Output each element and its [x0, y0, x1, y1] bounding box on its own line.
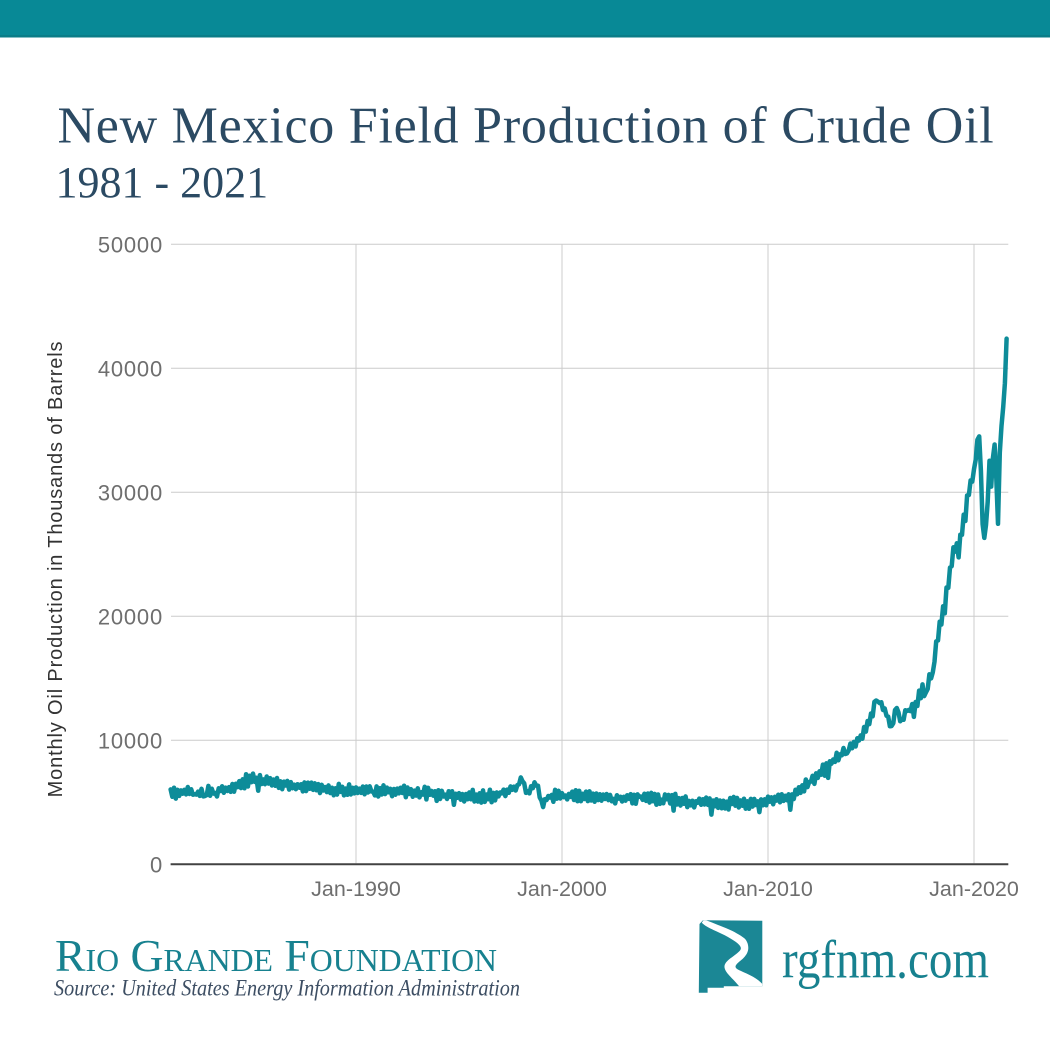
svg-text:0: 0	[150, 852, 163, 877]
svg-text:Rio Grande Foundation: Rio Grande Foundation	[55, 930, 497, 981]
svg-text:50000: 50000	[98, 232, 163, 257]
svg-text:Jan-2020: Jan-2020	[929, 877, 1019, 901]
svg-text:Source: United States Energy I: Source: United States Energy Information…	[54, 975, 520, 1000]
svg-text:Jan-2010: Jan-2010	[723, 877, 813, 901]
svg-text:Jan-1990: Jan-1990	[311, 877, 401, 901]
svg-text:40000: 40000	[98, 356, 163, 381]
svg-text:Jan-2000: Jan-2000	[517, 877, 607, 901]
svg-text:10000: 10000	[98, 728, 163, 753]
svg-text:20000: 20000	[98, 604, 163, 629]
svg-text:rgfnm.com: rgfnm.com	[782, 930, 989, 990]
svg-text:1981 - 2021: 1981 - 2021	[56, 158, 269, 207]
svg-text:30000: 30000	[98, 480, 163, 505]
svg-text:New Mexico Field Production of: New Mexico Field Production of Crude Oil	[58, 97, 995, 154]
svg-text:Monthly Oil Production in Thou: Monthly Oil Production in Thousands of B…	[45, 341, 67, 798]
